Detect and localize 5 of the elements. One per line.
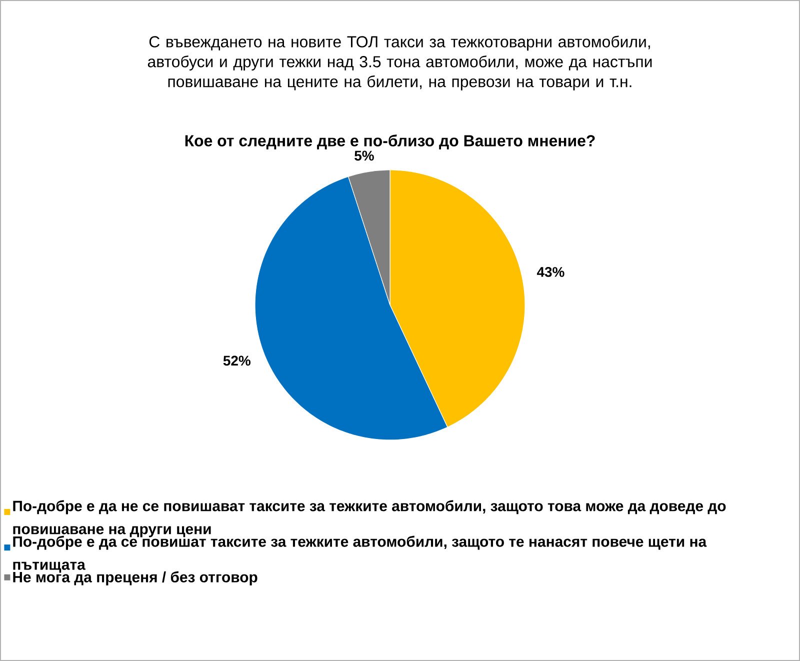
chart-title: С въвеждането на новите ТОЛ такси за тежкотоварни автомобили, автобуси и други тежки над 3.5 тона автомобили, може да настъпи повишаване на цените на билети, на превози на товари и т.н.: [148, 36, 652, 90]
data-label: 43%: [536, 267, 564, 277]
data-label: 5%: [354, 150, 374, 161]
chart-subtitle: Кое от следните две е по-близо до Вашето мнение?: [185, 134, 595, 150]
data-label: 52%: [223, 356, 250, 366]
